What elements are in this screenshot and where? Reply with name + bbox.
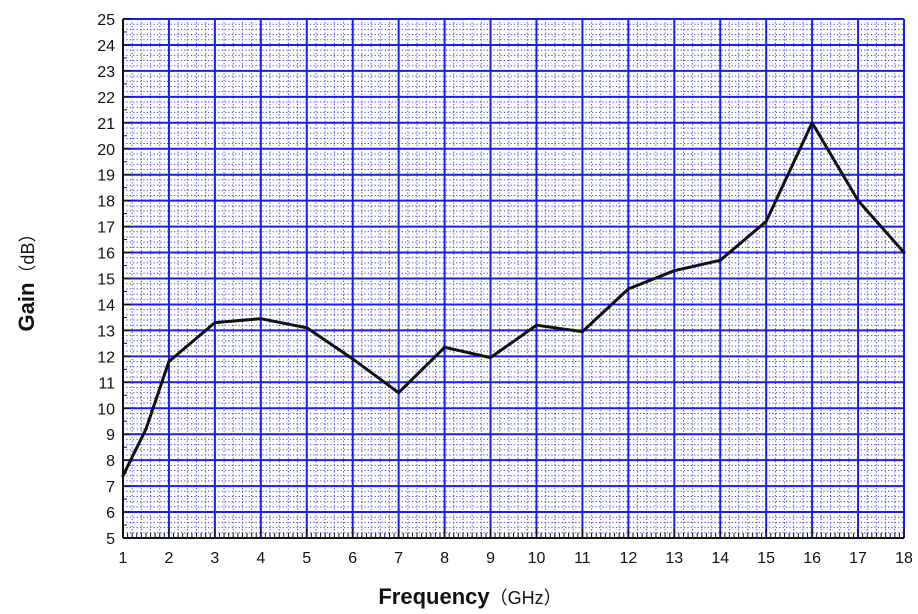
x-tick-label: 8 — [440, 550, 449, 567]
y-tick-label: 20 — [97, 142, 115, 159]
y-tick-label: 23 — [97, 64, 115, 81]
y-tick-label: 12 — [97, 349, 115, 366]
gain-data-point — [718, 258, 722, 262]
y-tick-label: 14 — [97, 297, 115, 314]
x-tick-label: 15 — [757, 550, 775, 567]
x-tick-label: 1 — [119, 550, 128, 567]
y-tick-label: 15 — [97, 272, 115, 289]
y-tick-label: 21 — [97, 116, 115, 133]
gain-data-point — [144, 427, 148, 431]
y-tick-label: 9 — [106, 427, 115, 444]
x-tick-label: 3 — [210, 550, 219, 567]
y-tick-label: 16 — [97, 246, 115, 263]
x-tick-label: 10 — [528, 550, 546, 567]
gain-data-point — [534, 323, 538, 327]
y-axis-title: Gain（dB） — [14, 225, 39, 332]
y-tick-label: 7 — [106, 479, 115, 496]
gain-data-point — [351, 357, 355, 361]
y-tick-label: 10 — [97, 401, 115, 418]
x-tick-label: 14 — [711, 550, 729, 567]
x-axis-title-text: Frequency — [378, 584, 490, 609]
series-layer — [121, 121, 906, 478]
major-grid — [122, 18, 905, 539]
x-tick-label: 11 — [574, 550, 591, 567]
x-tick-label: 12 — [619, 550, 637, 567]
y-tick-label: 19 — [97, 168, 115, 185]
gain-data-point — [580, 330, 584, 334]
gain-data-point — [305, 326, 309, 330]
y-tick-label: 22 — [97, 90, 115, 107]
gain-data-point — [902, 251, 906, 255]
y-tick-label: 17 — [97, 220, 115, 237]
y-tick-label: 5 — [106, 531, 115, 548]
gain-data-point — [810, 121, 814, 125]
y-tick-label: 11 — [98, 375, 115, 392]
x-tick-label: 5 — [302, 550, 311, 567]
gain-data-point — [856, 199, 860, 203]
x-tick-label: 17 — [849, 550, 867, 567]
gain-data-point — [443, 345, 447, 349]
tick-labels: 1 2 3 4 5 6 7 8 9 10 11 12 13 14 15 16 17 185678910111213… — [97, 12, 913, 567]
gain-data-point — [489, 356, 493, 360]
gain-data-point — [626, 287, 630, 291]
y-tick-label: 24 — [97, 38, 115, 55]
x-tick-label: 13 — [665, 550, 683, 567]
y-axis-title-unit: （dB） — [18, 225, 38, 283]
x-axis-title: Frequency（GHz） — [378, 584, 561, 609]
gain-data-point — [397, 391, 401, 395]
gain-data-point — [167, 360, 171, 364]
gain-data-point — [121, 474, 125, 478]
y-tick-label: 13 — [97, 323, 115, 340]
gain-data-point — [672, 269, 676, 273]
gain-data-point — [764, 219, 768, 223]
y-tick-label: 25 — [97, 12, 115, 29]
x-tick-label: 9 — [486, 550, 495, 567]
axes — [122, 18, 905, 539]
gain-data-point — [213, 321, 217, 325]
y-tick-label: 6 — [106, 505, 115, 522]
x-tick-label: 4 — [256, 550, 265, 567]
x-tick-label: 16 — [803, 550, 821, 567]
x-tick-label: 6 — [348, 550, 357, 567]
y-tick-label: 18 — [97, 194, 115, 211]
x-axis-title-unit: （GHz） — [490, 588, 562, 608]
y-tick-label: 8 — [106, 453, 115, 470]
y-axis-title-text: Gain — [14, 283, 39, 332]
x-tick-label: 7 — [394, 550, 403, 567]
x-tick-label: 18 — [895, 550, 913, 567]
gain-data-point — [259, 317, 263, 321]
x-tick-label: 2 — [164, 550, 173, 567]
